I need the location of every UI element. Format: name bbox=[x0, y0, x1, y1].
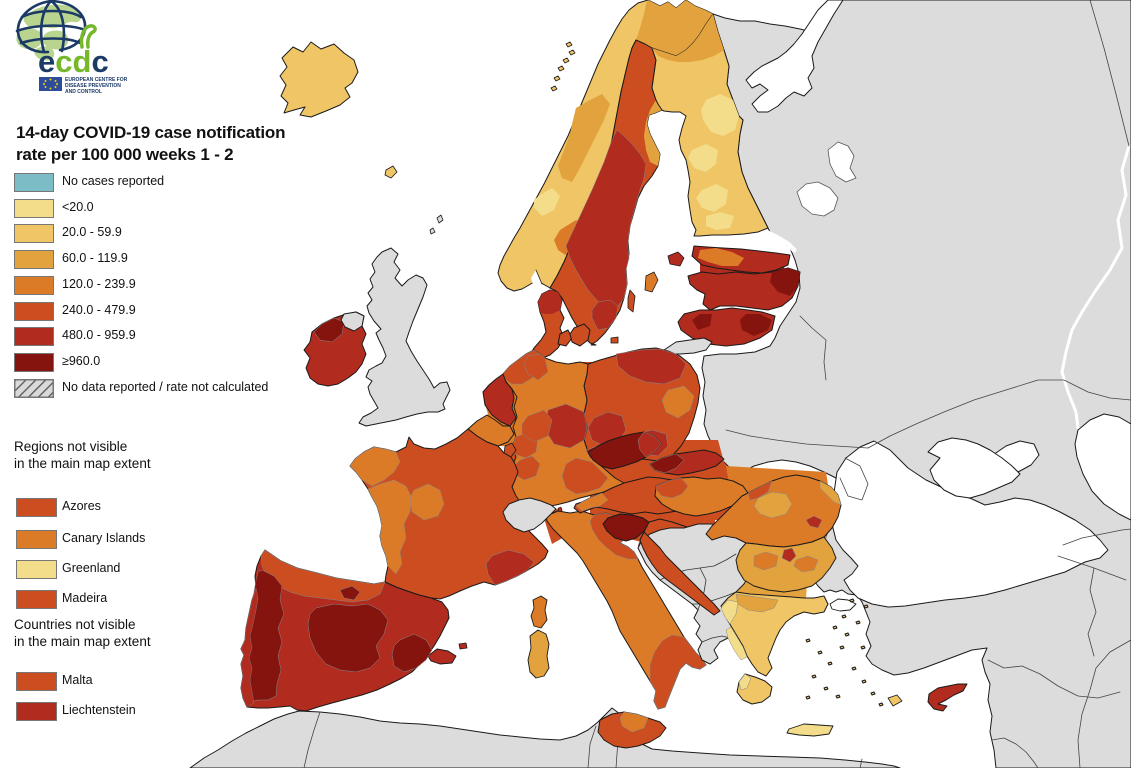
svg-text:ecdc: ecdc bbox=[38, 44, 109, 79]
svg-text:AND CONTROL: AND CONTROL bbox=[65, 89, 102, 95]
svg-text:DISEASE PREVENTION: DISEASE PREVENTION bbox=[65, 83, 121, 89]
svg-text:EUROPEAN CENTRE FOR: EUROPEAN CENTRE FOR bbox=[65, 77, 128, 83]
